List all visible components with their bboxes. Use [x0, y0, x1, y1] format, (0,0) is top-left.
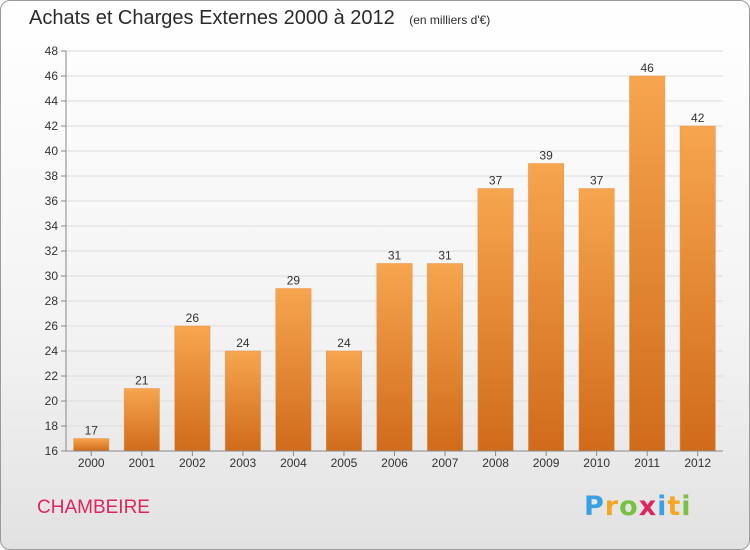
bar-2006: [376, 263, 413, 452]
data-label-2000: 17: [85, 424, 99, 438]
bar-2000: [73, 438, 110, 452]
bar-2001: [123, 388, 160, 452]
y-tick-label: 22: [45, 369, 59, 383]
title-row: Achats et Charges Externes 2000 à 2012 (…: [29, 7, 490, 30]
data-labels: 17 21 26 24 29 24 31 31 37 39 37 46 42: [85, 61, 705, 438]
data-label-2003: 24: [236, 336, 250, 350]
logo-letter: t: [667, 491, 682, 522]
x-tick-label-2003: 2003: [230, 456, 257, 470]
bar-2009: [528, 163, 565, 452]
bar-2008: [477, 188, 514, 452]
logo-letter: x: [638, 491, 658, 522]
logo-letter: r: [604, 491, 620, 522]
bar-2005: [326, 350, 362, 452]
data-label-2010: 37: [590, 174, 604, 188]
x-tick-label-2002: 2002: [179, 456, 206, 470]
y-tick-label: 26: [45, 319, 59, 333]
bar-2004: [275, 288, 312, 452]
x-tick-label-2012: 2012: [684, 456, 711, 470]
bar-2003: [224, 350, 261, 452]
bar-2010: [578, 188, 615, 452]
x-tick-label-2005: 2005: [331, 456, 358, 470]
x-tick-label-2008: 2008: [482, 456, 509, 470]
y-tick-label: 18: [45, 419, 59, 433]
x-tick-label-2001: 2001: [128, 456, 155, 470]
bars: [73, 75, 716, 452]
y-tick-label: 34: [45, 219, 59, 233]
x-tick-label-2007: 2007: [432, 456, 459, 470]
y-tick-label: 30: [45, 269, 59, 283]
bar-2007: [427, 263, 463, 452]
y-tick-label: 42: [45, 119, 59, 133]
data-label-2007: 31: [438, 249, 452, 263]
data-label-2011: 46: [641, 61, 655, 75]
data-label-2006: 31: [388, 249, 402, 263]
y-tick-label: 48: [45, 44, 59, 58]
x-tick-label-2004: 2004: [280, 456, 307, 470]
x-tick-label-2011: 2011: [634, 456, 660, 470]
bar-2011: [629, 75, 666, 452]
y-tick-label: 38: [45, 169, 59, 183]
y-tick-label: 36: [45, 194, 59, 208]
y-tick-label: 46: [45, 69, 59, 83]
y-tick-label: 20: [45, 394, 59, 408]
data-label-2002: 26: [186, 311, 200, 325]
commune-name: CHAMBEIRE: [37, 497, 150, 518]
y-tick-label: 32: [45, 244, 59, 258]
y-axis: 16 18 20 22 24 26 28 30 32 34 36 38 40 42 44 46 48: [45, 44, 67, 458]
data-label-2004: 29: [287, 274, 301, 288]
bar-2002: [174, 325, 211, 452]
chart-unit: (en milliers d'€): [409, 13, 491, 27]
y-tick-label: 24: [45, 344, 59, 358]
x-tick-label-2000: 2000: [78, 456, 105, 470]
y-tick-label: 28: [45, 294, 59, 308]
logo-letter: i: [681, 491, 692, 522]
chart-title: Achats et Charges Externes 2000 à 2012: [29, 7, 395, 29]
y-tick-label: 16: [45, 444, 59, 458]
bar-2012: [679, 125, 716, 452]
logo-letter: P: [584, 491, 605, 522]
data-label-2009: 39: [539, 149, 553, 163]
data-label-2012: 42: [691, 111, 705, 125]
y-tick-label: 40: [45, 144, 59, 158]
logo-letter: i: [657, 491, 668, 522]
x-tick-label-2006: 2006: [381, 456, 408, 470]
x-tick-label-2010: 2010: [583, 456, 610, 470]
data-label-2001: 21: [135, 374, 149, 388]
x-axis: 2000 2001 2002 2003 2004 2005 2006 2007 2008 2009…: [66, 450, 723, 470]
logo-letter: o: [619, 491, 639, 522]
x-tick-label-2009: 2009: [533, 456, 560, 470]
y-tick-label: 44: [45, 94, 59, 108]
data-label-2005: 24: [337, 336, 351, 350]
proxiti-logo[interactable]: Proxiti: [584, 491, 692, 522]
data-label-2008: 37: [489, 174, 503, 188]
